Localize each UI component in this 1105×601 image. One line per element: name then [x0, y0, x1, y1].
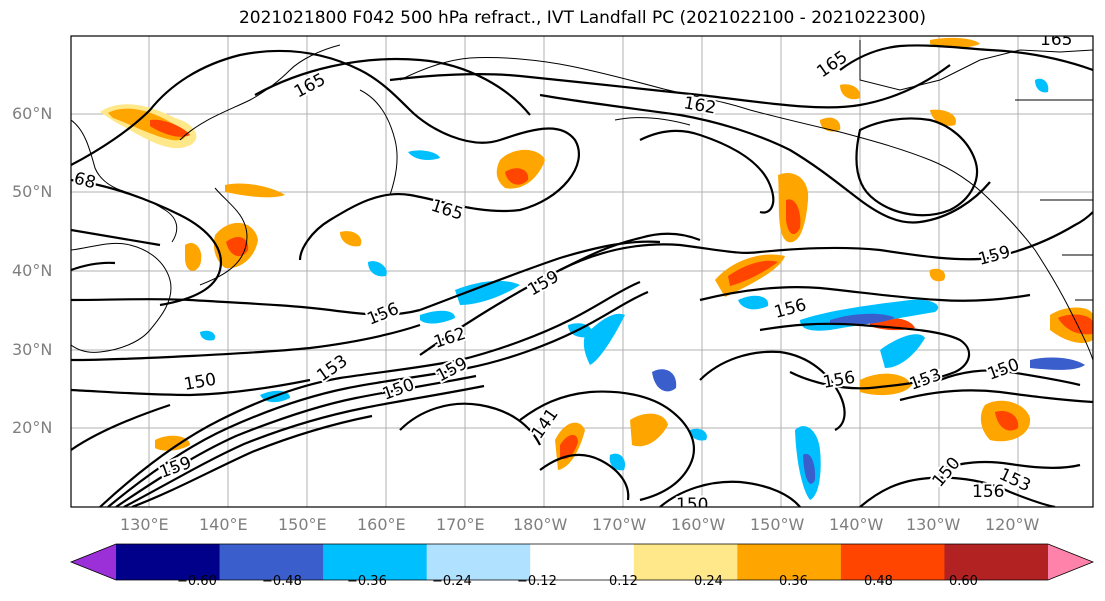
colorbar-outline — [69, 543, 1095, 581]
contour-label: 150 — [985, 355, 1022, 385]
colorbar-segment — [530, 544, 635, 580]
lon-label: 180°W — [513, 515, 568, 534]
lon-label: 130°E — [120, 515, 169, 534]
lon-label: 130°W — [906, 515, 961, 534]
colorbar-segment — [737, 544, 842, 580]
colorbar-segment — [219, 544, 324, 580]
colorbar-segment — [944, 544, 1049, 580]
colorbar-tick-label: −0.36 — [347, 574, 387, 589]
colorbar-tick-label: −0.24 — [432, 574, 472, 589]
contour-label: 150 — [182, 370, 217, 395]
lat-label: 60°N — [12, 104, 53, 123]
map-frame — [70, 35, 1094, 508]
colorbar-tick-label: 0.36 — [779, 574, 808, 589]
chart-title: 2021021800 F042 500 hPa refract., IVT La… — [238, 8, 926, 28]
coastlines — [71, 40, 1093, 361]
contour-label: 162 — [431, 324, 468, 353]
lon-label: 140°W — [829, 515, 884, 534]
contour-label: 162 — [682, 93, 717, 118]
colorbar-tick-label: −0.60 — [177, 574, 217, 589]
contour-label: 165 — [1040, 30, 1072, 50]
contour-label: 156 — [972, 482, 1004, 502]
contour-label: 159 — [157, 453, 194, 483]
contour-label: 153 — [313, 351, 351, 386]
colorbar — [69, 543, 1095, 581]
colorbar-tick-label: −0.48 — [262, 574, 302, 589]
contour-label: 165 — [813, 47, 851, 82]
contour-label: 68 — [72, 169, 98, 194]
colorbar-segment — [323, 544, 428, 580]
colorbar-segment — [840, 544, 945, 580]
colorbar-tick-label: 0.12 — [609, 574, 638, 589]
colorbar-tick-label: 0.48 — [864, 574, 893, 589]
lon-label: 120°W — [985, 515, 1040, 534]
contour-label: 156 — [821, 368, 856, 393]
lon-label: 170°W — [592, 515, 647, 534]
colorbar-segment — [633, 544, 738, 580]
contour-label: 156 — [364, 299, 402, 330]
colorbar-segment — [1048, 544, 1093, 580]
colorbar-segment — [71, 544, 116, 580]
lat-label: 40°N — [12, 261, 53, 280]
lon-label: 160°W — [671, 515, 726, 534]
colorbar-tick-label: −0.12 — [517, 574, 557, 589]
contour-label: 150 — [929, 453, 965, 491]
colorbar-segment — [426, 544, 531, 580]
lon-label: 170°E — [436, 515, 485, 534]
positive-anomaly-patches — [100, 37, 1093, 470]
lon-label: 150°W — [750, 515, 805, 534]
colorbar-segment — [116, 544, 221, 580]
lat-label: 50°N — [12, 182, 53, 201]
contour-label: 165 — [428, 196, 465, 225]
colorbar-tick-label: 0.24 — [694, 574, 723, 589]
contour-label: 165 — [291, 70, 329, 103]
height-contours — [71, 44, 1093, 507]
contour-label: 156 — [772, 295, 809, 323]
lon-label: 160°E — [357, 515, 406, 534]
lat-label: 30°N — [12, 340, 53, 359]
lat-label: 20°N — [12, 418, 53, 437]
lon-label: 140°E — [199, 515, 248, 534]
contour-label: 159 — [976, 242, 1013, 270]
colorbar-tick-label: 0.60 — [949, 574, 978, 589]
contour-label: 150 — [676, 495, 708, 515]
lon-label: 150°E — [278, 515, 327, 534]
